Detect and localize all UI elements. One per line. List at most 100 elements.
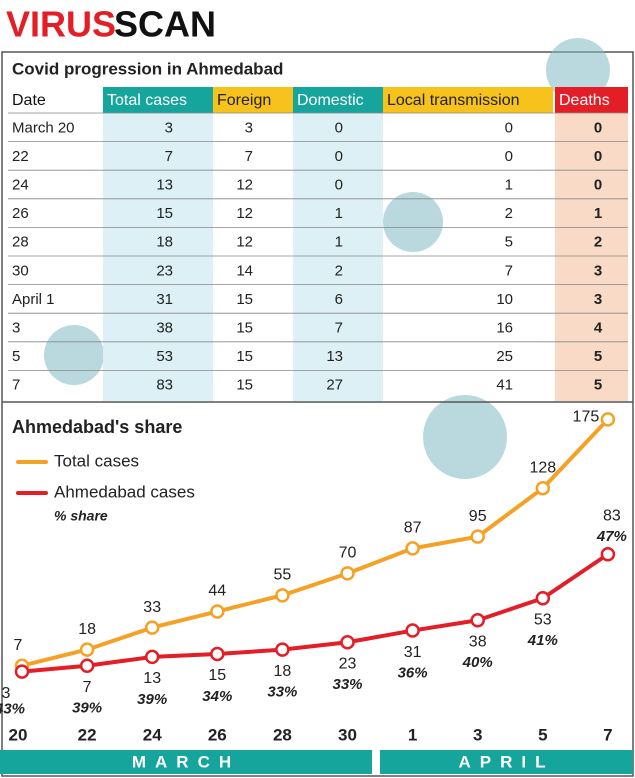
table-cell: 25 [496, 348, 513, 365]
x-tick-label: 28 [273, 725, 292, 744]
table-cell: 15 [236, 319, 253, 336]
data-label: 70 [339, 545, 357, 562]
share-label: 47% [596, 528, 627, 545]
table-cell: 5 [505, 234, 513, 251]
x-tick-label: 24 [143, 725, 162, 744]
data-label: 38 [469, 633, 487, 650]
chart-subtitle: % share [54, 508, 108, 524]
month-label: APRIL [459, 752, 555, 771]
share-label: 40% [462, 654, 493, 671]
data-label: 95 [469, 508, 487, 525]
column-bg [555, 113, 628, 401]
header-cell [555, 87, 628, 113]
share-label: 43% [0, 701, 25, 718]
data-point [535, 591, 551, 606]
data-point [14, 664, 30, 679]
table-cell: 7 [505, 262, 513, 279]
data-point [210, 646, 225, 662]
table-cell: 13 [326, 348, 343, 365]
share-label: 39% [72, 700, 102, 717]
table-cell: 3 [165, 119, 173, 136]
title-scan: SCAN [114, 4, 216, 45]
data-label: 83 [603, 507, 621, 524]
table-cell: 1 [505, 176, 513, 193]
month-label: MARCH [132, 752, 240, 771]
chart-title: Ahmedabad's share [12, 417, 182, 437]
table-cell: 2 [505, 205, 513, 222]
table-cell: 15 [236, 348, 253, 365]
table-cell: 7 [335, 319, 343, 336]
data-label: 33 [143, 599, 161, 616]
table-cell: 15 [236, 291, 253, 308]
data-label: 23 [339, 655, 357, 672]
data-point [144, 649, 160, 665]
table-cell: 22 [12, 148, 29, 165]
x-tick-label: 7 [603, 725, 612, 744]
data-label: 3 [2, 685, 11, 702]
header-cell [293, 87, 383, 113]
table-cell: 0 [594, 148, 602, 165]
x-tick-label: 22 [78, 725, 97, 744]
table-cell: 2 [594, 234, 602, 251]
data-point [470, 613, 485, 628]
virus-icon [383, 192, 443, 252]
table-cell: 15 [236, 377, 253, 394]
table-cell: 7 [12, 377, 20, 394]
share-label: 33% [332, 676, 362, 693]
table-cell: 28 [12, 234, 29, 251]
column-header: Date [12, 92, 46, 109]
table-cell: April 1 [12, 291, 55, 308]
data-point [79, 658, 95, 673]
table-cell: 7 [165, 148, 173, 165]
column-header: Foreign [217, 92, 271, 109]
data-point [535, 481, 551, 496]
data-label: 15 [208, 667, 226, 684]
title-virus: VIRUS [6, 4, 116, 45]
x-tick-label: 5 [538, 725, 547, 744]
data-point [405, 623, 420, 638]
table-cell: 30 [12, 262, 29, 279]
table-cell: 4 [594, 319, 603, 336]
data-point [340, 635, 355, 650]
table-cell: 5 [594, 348, 602, 365]
series-line [21, 417, 610, 668]
x-tick-label: 26 [208, 725, 227, 744]
data-label: 7 [14, 637, 23, 654]
table-cell: 24 [12, 176, 29, 193]
table-cell: 0 [505, 119, 513, 136]
data-point [600, 547, 616, 562]
table-cell: 3 [12, 319, 20, 336]
x-tick-label: 30 [338, 725, 357, 744]
table-cell: 83 [156, 377, 173, 394]
virus-icon [546, 38, 610, 102]
data-point [275, 642, 290, 657]
column-header: Deaths [559, 92, 610, 109]
data-label: 7 [83, 679, 92, 696]
data-point [275, 588, 290, 603]
data-point [79, 642, 95, 657]
virus-icon [423, 395, 507, 479]
data-label: 44 [208, 583, 226, 600]
table-cell: 0 [335, 176, 343, 193]
share-label: 39% [137, 691, 167, 708]
data-point [210, 604, 225, 619]
data-label: 128 [529, 459, 556, 476]
data-label: 18 [274, 663, 292, 680]
table-cell: 1 [335, 205, 343, 222]
table-cell: 6 [335, 291, 343, 308]
share-label: 33% [267, 684, 297, 701]
table-cell: 3 [245, 119, 253, 136]
table-cell: 27 [326, 377, 343, 394]
data-point [144, 620, 160, 635]
table-cell: 12 [236, 205, 253, 222]
share-label: 41% [527, 632, 558, 649]
table-cell: 2 [335, 262, 343, 279]
column-bg [293, 113, 383, 401]
column-header: Total cases [107, 92, 187, 109]
table-cell: 0 [335, 119, 343, 136]
table-cell: 1 [335, 234, 343, 251]
data-label: 31 [404, 644, 422, 661]
data-label: 18 [78, 621, 96, 638]
